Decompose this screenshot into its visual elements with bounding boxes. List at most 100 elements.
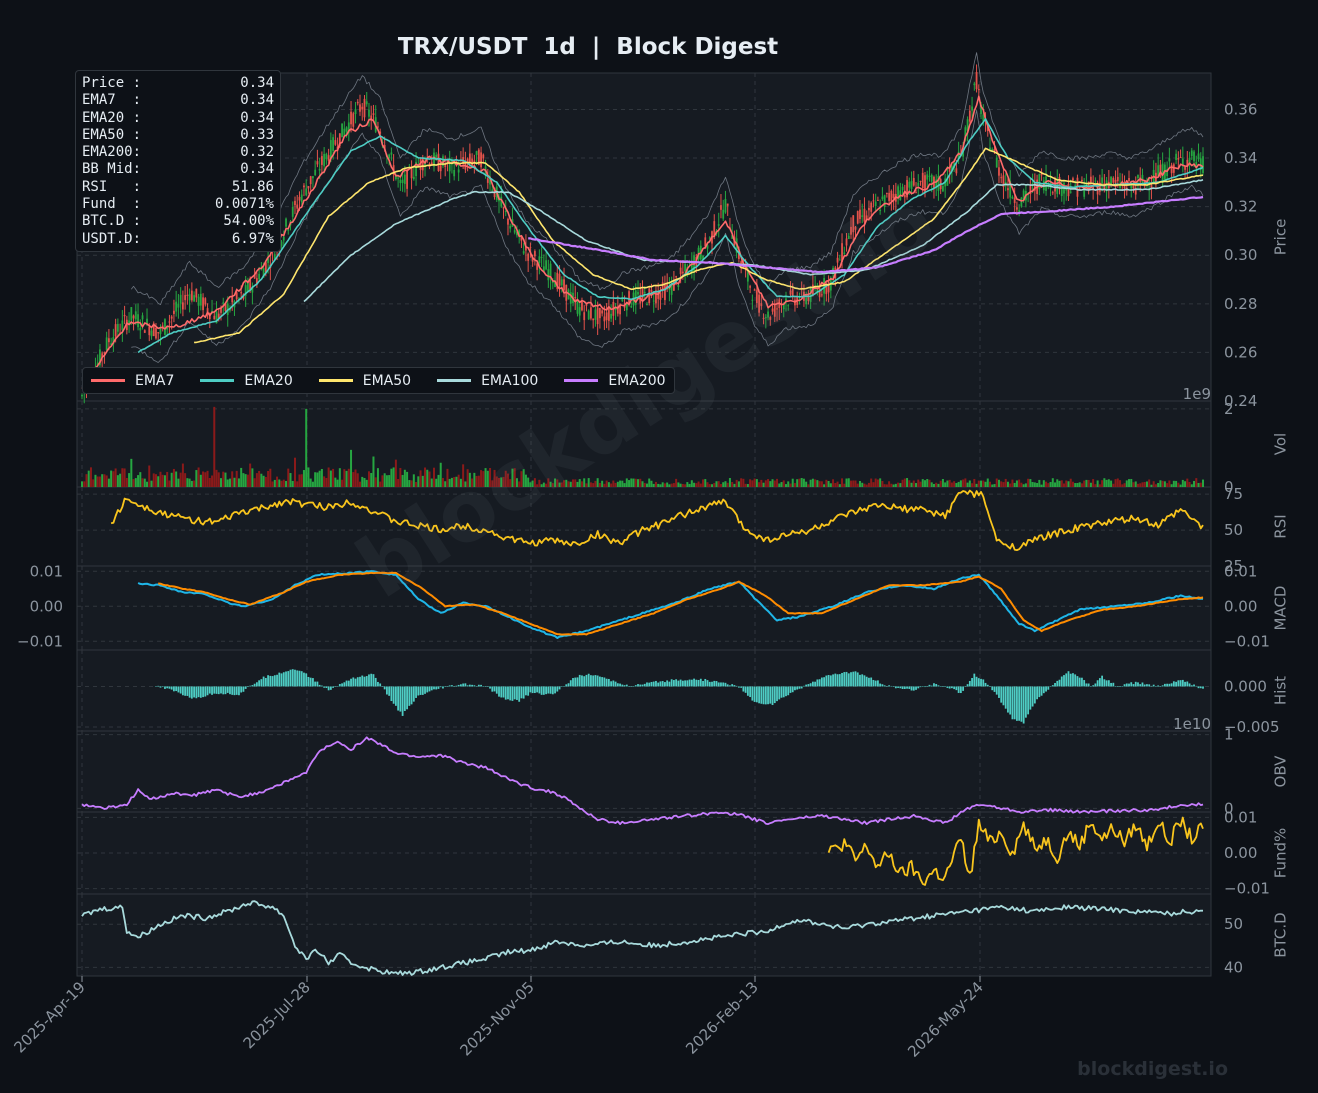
histogram-bar [323, 686, 326, 688]
histogram-bar [906, 686, 908, 689]
volume-bar [711, 484, 714, 487]
volume-bar [92, 479, 95, 487]
y-tick-label: −0.01 [1224, 632, 1270, 650]
volume-bar [800, 477, 803, 487]
histogram-bar [610, 681, 613, 687]
candle-body [466, 158, 469, 162]
histogram-bar [666, 680, 669, 687]
histogram-bar [587, 673, 590, 687]
panel-macd [76, 565, 1212, 651]
candle-body [132, 315, 135, 319]
series-rsi [110, 489, 1204, 551]
volume-bar [771, 479, 774, 487]
histogram-bar [695, 679, 698, 687]
histogram-bar [558, 686, 561, 690]
volume-bar [879, 478, 882, 487]
histogram-bar [406, 686, 408, 710]
volume-bar [204, 472, 207, 487]
histogram-bar [296, 670, 299, 687]
histogram-bar [897, 686, 899, 688]
candle-body [590, 307, 592, 319]
info-label: Fund : [82, 196, 142, 213]
volume-bar [87, 470, 90, 487]
volume-bar [764, 480, 767, 487]
histogram-bar [962, 686, 965, 691]
volume-bar [309, 478, 312, 487]
volume-bar [549, 481, 552, 487]
candle-body [890, 190, 893, 202]
histogram-bar [681, 680, 684, 687]
volume-bar [619, 480, 622, 487]
volume-bar [273, 479, 276, 487]
y-tick-label: 0.30 [1224, 246, 1257, 264]
histogram-bar [451, 685, 453, 687]
histogram-bar [948, 686, 951, 689]
histogram-bar [157, 685, 160, 687]
candle-body [500, 196, 503, 207]
candle-body [968, 110, 971, 122]
volume-bar [802, 478, 805, 487]
volume-bar [260, 473, 263, 487]
candle-body [1090, 176, 1092, 183]
volume-bar [1020, 482, 1023, 487]
info-label: RSI : [82, 178, 142, 195]
histogram-bar [368, 674, 370, 687]
histogram-bar [697, 679, 700, 687]
volume-bar [137, 475, 140, 487]
candle-body [998, 167, 1000, 176]
volume-bar [991, 484, 994, 487]
volume-bar [872, 482, 875, 487]
volume-bar [1083, 480, 1086, 487]
candle-body [659, 292, 662, 300]
histogram-bar [1105, 680, 1108, 687]
volume-bar [1060, 480, 1063, 487]
candle-body [861, 215, 864, 217]
volume-bar [513, 468, 516, 487]
volume-bar [213, 406, 216, 487]
histogram-bar [984, 682, 987, 687]
histogram-bar [473, 685, 476, 687]
legend-item-ema7: EMA7 [91, 373, 174, 389]
histogram-bar [264, 677, 267, 687]
histogram-bar [708, 681, 711, 687]
volume-bar [921, 479, 924, 487]
info-box: Price : 0.34 EMA7 : 0.34 EMA20 : 0.34 EMA50… [75, 70, 281, 252]
candle-body [296, 204, 299, 209]
histogram-bar [578, 674, 581, 687]
candle-body [475, 151, 478, 155]
histogram-bar [551, 686, 554, 695]
candle-body [955, 168, 958, 174]
candle-body [164, 319, 166, 335]
histogram-bar [785, 686, 787, 697]
candle-body [556, 272, 559, 290]
volume-bar [468, 472, 471, 487]
candle-body [841, 243, 843, 262]
histogram-bar [233, 686, 236, 696]
volume-bar [634, 478, 637, 487]
volume-bar [717, 481, 720, 487]
candle-body [684, 263, 686, 272]
volume-bar [1186, 478, 1189, 487]
histogram-bar [188, 686, 191, 698]
volume-bar [966, 482, 969, 487]
volume-bar [432, 467, 435, 487]
candle-body [403, 174, 406, 184]
histogram-bar [199, 686, 202, 698]
histogram-bar [217, 686, 220, 695]
histogram-bar [1103, 679, 1106, 687]
candle-body [421, 157, 424, 171]
volume-bar [1202, 479, 1204, 487]
candle-body [522, 251, 525, 254]
volume-bar [520, 471, 523, 487]
legend-item-ema50: EMA50 [318, 373, 411, 389]
info-row-ema200: EMA200: 0.32 [82, 144, 274, 161]
histogram-bar [309, 677, 312, 687]
histogram-bar [1148, 684, 1151, 687]
histogram-bar [724, 682, 727, 687]
candle-body [724, 198, 727, 213]
volume-bar [94, 474, 97, 487]
volume-bar [1134, 481, 1137, 487]
histogram-bar [1065, 673, 1068, 687]
volume-bar [1018, 479, 1021, 487]
candle-body [630, 305, 633, 308]
